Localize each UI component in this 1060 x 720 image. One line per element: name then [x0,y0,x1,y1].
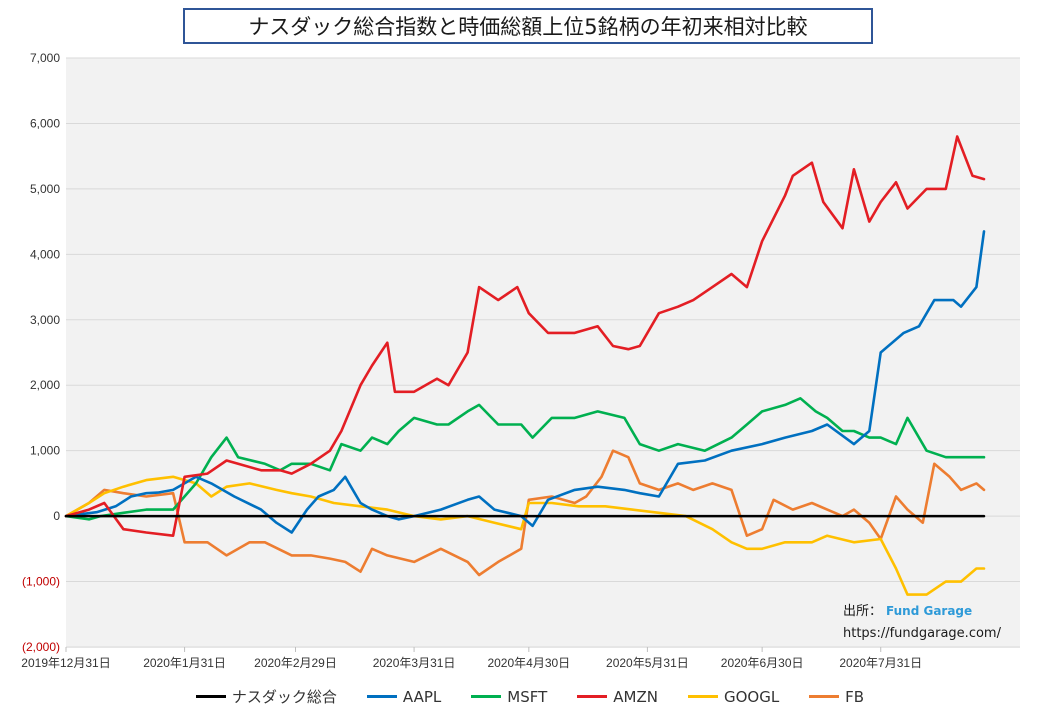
chart-title-box: ナスダック総合指数と時価総額上位5銘柄の年初来相対比較 [183,8,873,44]
legend-item: ナスダック総合 [195,686,337,707]
legend-label: AAPL [402,687,442,706]
y-tick-label: 2,000 [30,378,60,392]
legend-swatch [577,695,608,698]
x-tick-label: 2020年1月31日 [143,656,226,670]
x-tick-label: 2020年2月29日 [254,656,337,670]
x-tick-label: 2020年7月31日 [839,656,922,670]
legend-label: GOOGL [723,687,780,706]
y-tick-label: 3,000 [30,313,60,327]
legend-item: FB [809,686,864,707]
x-tick-label: 2019年12月31日 [21,656,110,670]
y-tick-label: 5,000 [30,182,60,196]
legend-swatch [809,695,840,698]
chart-title: ナスダック総合指数と時価総額上位5銘柄の年初来相対比較 [248,15,808,39]
source-brand: Fund Garage [886,604,973,618]
y-tick-label: 1,000 [30,444,60,458]
legend-item: AMZN [577,686,658,707]
series-line-msft [64,396,986,521]
plot-area [66,58,1020,648]
y-tick-label: 7,000 [30,51,60,65]
y-tick-label: (1,000) [22,575,60,589]
legend-label: FB [845,687,865,706]
legend-swatch [687,695,718,698]
y-axis-ticks: 7,000 6,000 5,000 4,000 3,000 2,000 1,000 0 (1,0… [22,51,60,654]
legend-item: AAPL [366,686,442,707]
series-line-googl [64,475,986,596]
legend-swatch [471,695,502,698]
x-tick-label: 2020年6月30日 [721,656,804,670]
x-tick-label: 2020年3月31日 [373,656,456,670]
source-url: https://fundgarage.com/ [843,626,1001,641]
source-credit: 出所： Fund Garage https://fundgarage.com/ [843,600,1001,645]
x-tick-label: 2020年4月30日 [487,656,570,670]
series-lines [64,135,986,596]
legend-item: GOOGL [687,686,780,707]
legend-label: ナスダック総合 [231,688,337,706]
y-tick-label: 6,000 [30,116,60,130]
series-line-amzn [64,135,986,538]
y-tick-label: (2,000) [22,640,60,654]
chart-legend: ナスダック総合 AAPL MSFT AMZN GOOGL FB [0,686,1060,707]
legend-label: AMZN [613,687,658,706]
source-label: 出所： [843,604,883,619]
x-tick-label: 2020年5月31日 [606,656,689,670]
legend-item: MSFT [471,686,547,707]
series-line-aapl [64,230,986,534]
legend-label: MSFT [507,687,548,706]
y-tick-label: 4,000 [30,247,60,261]
x-axis-ticks: 2019年12月31日 2020年1月31日 2020年2月29日 2020年3月31… [21,647,922,670]
y-tick-label: 0 [53,509,60,523]
series-line-fb [64,449,986,577]
legend-swatch [366,695,397,698]
legend-swatch [195,695,226,698]
